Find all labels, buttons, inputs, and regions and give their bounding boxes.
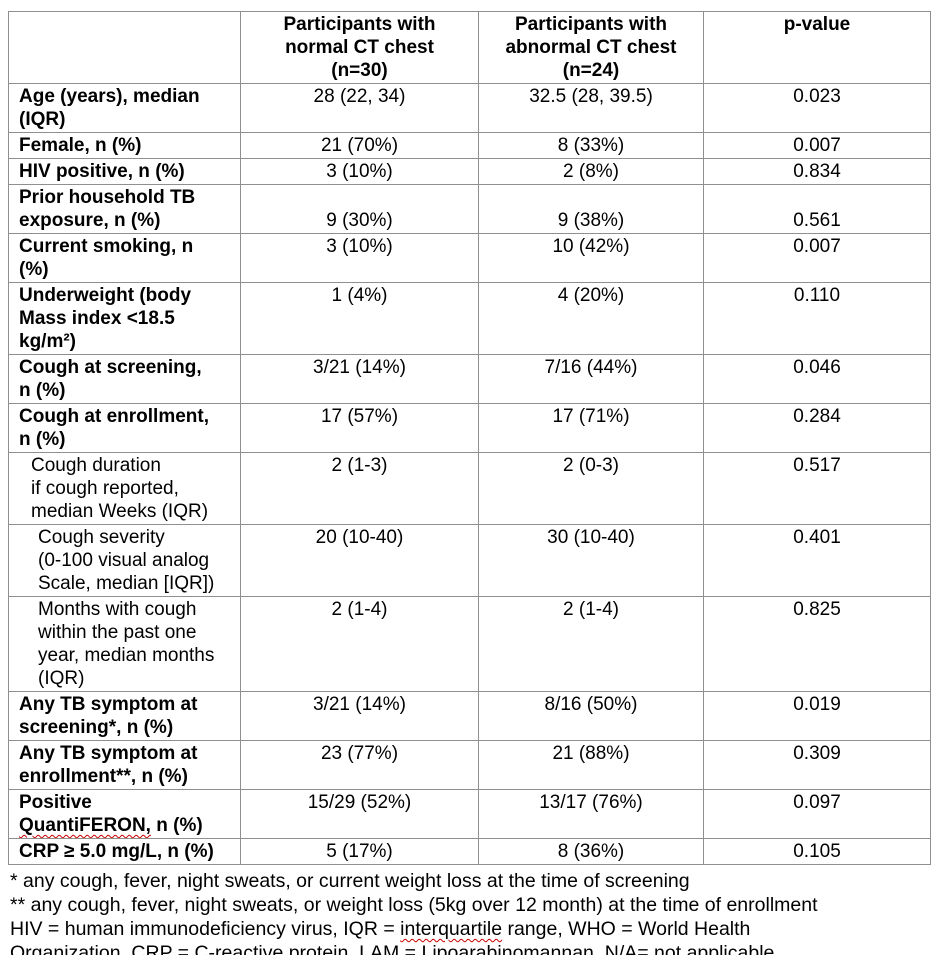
cell-abnormal-ct: 21 (88%) — [478, 740, 704, 790]
cell-abnormal-ct: 13/17 (76%) — [478, 789, 704, 839]
cell-p-value: 0.097 — [703, 789, 931, 839]
table-row: Months with cough within the past one ye… — [8, 596, 931, 692]
cell-normal-ct: 15/29 (52%) — [240, 789, 479, 839]
cell-p-value: 0.284 — [703, 403, 931, 453]
table-row: CRP ≥ 5.0 mg/L, n (%) 5 (17%) 8 (36%) 0.105 — [8, 838, 931, 865]
cell-normal-ct: 23 (77%) — [240, 740, 479, 790]
row-label: CRP ≥ 5.0 mg/L, n (%) — [8, 838, 241, 865]
cell-p-value: 0.023 — [703, 83, 931, 133]
cell-abnormal-ct: 32.5 (28, 39.5) — [478, 83, 704, 133]
cell-abnormal-ct: 2 (1-4) — [478, 596, 704, 692]
cell-p-value: 0.834 — [703, 158, 931, 185]
footnotes: * any cough, fever, night sweats, or cur… — [8, 869, 951, 955]
cell-p-value: 0.019 — [703, 691, 931, 741]
cell-abnormal-ct: 8 (36%) — [478, 838, 704, 865]
row-label: Prior household TB exposure, n (%) — [8, 184, 241, 234]
row-label: Cough at screening, n (%) — [8, 354, 241, 404]
cell-p-value: 0.046 — [703, 354, 931, 404]
row-label: Cough duration if cough reported, median… — [8, 452, 241, 525]
table-row: Prior household TB exposure, n (%) 9 (30%… — [8, 184, 931, 234]
table-row: Any TB symptom at enrollment**, n (%) 23 … — [8, 740, 931, 790]
row-label: Current smoking, n (%) — [8, 233, 241, 283]
cell-normal-ct: 2 (1-4) — [240, 596, 479, 692]
row-label: Any TB symptom at screening*, n (%) — [8, 691, 241, 741]
spellcheck-underline: interquartile — [400, 918, 503, 940]
cell-abnormal-ct: 8 (33%) — [478, 132, 704, 159]
cell-p-value: 0.517 — [703, 452, 931, 525]
cell-normal-ct: 20 (10-40) — [240, 524, 479, 597]
cell-p-value: 0.401 — [703, 524, 931, 597]
cell-p-value: 0.825 — [703, 596, 931, 692]
row-label: Cough at enrollment, n (%) — [8, 403, 241, 453]
table-row: Current smoking, n (%) 3 (10%) 10 (42%) 0.0… — [8, 233, 931, 283]
cell-normal-ct: 21 (70%) — [240, 132, 479, 159]
table-row: HIV positive, n (%) 3 (10%) 2 (8%) 0.834 — [8, 158, 931, 185]
table-row: Age (years), median (IQR) 28 (22, 34) 32.5… — [8, 83, 931, 133]
cell-p-value: 0.007 — [703, 132, 931, 159]
cell-abnormal-ct: 7/16 (44%) — [478, 354, 704, 404]
cell-normal-ct: 1 (4%) — [240, 282, 479, 355]
cell-normal-ct: 5 (17%) — [240, 838, 479, 865]
cell-normal-ct: 3/21 (14%) — [240, 691, 479, 741]
row-label: Underweight (body Mass index <18.5 kg/m²… — [8, 282, 241, 355]
cell-abnormal-ct: 30 (10-40) — [478, 524, 704, 597]
baseline-characteristics-table: Participants with normal CT chest (n=30)… — [8, 11, 931, 865]
spellcheck-underline: QuantiFERON, — [19, 815, 151, 836]
footnote-line: ** any cough, fever, night sweats, or we… — [10, 894, 818, 916]
footnote-line: * any cough, fever, night sweats, or cur… — [10, 870, 690, 892]
header-p-value: p-value — [703, 11, 931, 84]
cell-normal-ct: 3 (10%) — [240, 233, 479, 283]
row-label: Female, n (%) — [8, 132, 241, 159]
row-label: Cough severity (0-100 visual analog Scal… — [8, 524, 241, 597]
cell-abnormal-ct: 8/16 (50%) — [478, 691, 704, 741]
cell-p-value: 0.561 — [703, 184, 931, 234]
header-abnormal-ct-chest: Participants with abnormal CT chest (n=2… — [478, 11, 704, 84]
table-row: Cough at enrollment, n (%) 17 (57%) 17 (71… — [8, 403, 931, 453]
cell-normal-ct: 9 (30%) — [240, 184, 479, 234]
table-row: Cough severity (0-100 visual analog Scal… — [8, 524, 931, 597]
cell-abnormal-ct: 4 (20%) — [478, 282, 704, 355]
cell-abnormal-ct: 2 (8%) — [478, 158, 704, 185]
table-row: Cough duration if cough reported, median… — [8, 452, 931, 525]
cell-p-value: 0.105 — [703, 838, 931, 865]
header-normal-ct-chest: Participants with normal CT chest (n=30) — [240, 11, 479, 84]
spellcheck-underline: Lipoarabinomannan, — [421, 942, 600, 955]
row-label: Positive QuantiFERON, n (%) — [8, 789, 241, 839]
cell-normal-ct: 28 (22, 34) — [240, 83, 479, 133]
cell-normal-ct: 2 (1-3) — [240, 452, 479, 525]
row-label: HIV positive, n (%) — [8, 158, 241, 185]
cell-normal-ct: 3/21 (14%) — [240, 354, 479, 404]
cell-abnormal-ct: 2 (0-3) — [478, 452, 704, 525]
footnote-line: HIV = human immunodeficiency virus, IQR … — [10, 917, 951, 955]
cell-normal-ct: 3 (10%) — [240, 158, 479, 185]
table-row: Positive QuantiFERON, n (%) 15/29 (52%) 13… — [8, 789, 931, 839]
row-label: Age (years), median (IQR) — [8, 83, 241, 133]
table-row: Any TB symptom at screening*, n (%) 3/21 … — [8, 691, 931, 741]
cell-abnormal-ct: 17 (71%) — [478, 403, 704, 453]
cell-p-value: 0.309 — [703, 740, 931, 790]
cell-p-value: 0.007 — [703, 233, 931, 283]
cell-abnormal-ct: 9 (38%) — [478, 184, 704, 234]
header-empty-cell — [8, 11, 241, 84]
cell-abnormal-ct: 10 (42%) — [478, 233, 704, 283]
row-label: Any TB symptom at enrollment**, n (%) — [8, 740, 241, 790]
cell-p-value: 0.110 — [703, 282, 931, 355]
row-label: Months with cough within the past one ye… — [8, 596, 241, 692]
header-row: Participants with normal CT chest (n=30)… — [8, 11, 931, 84]
table-row: Underweight (body Mass index <18.5 kg/m²… — [8, 282, 931, 355]
table-row: Female, n (%) 21 (70%) 8 (33%) 0.007 — [8, 132, 931, 159]
cell-normal-ct: 17 (57%) — [240, 403, 479, 453]
table-row: Cough at screening, n (%) 3/21 (14%) 7/16 … — [8, 354, 931, 404]
